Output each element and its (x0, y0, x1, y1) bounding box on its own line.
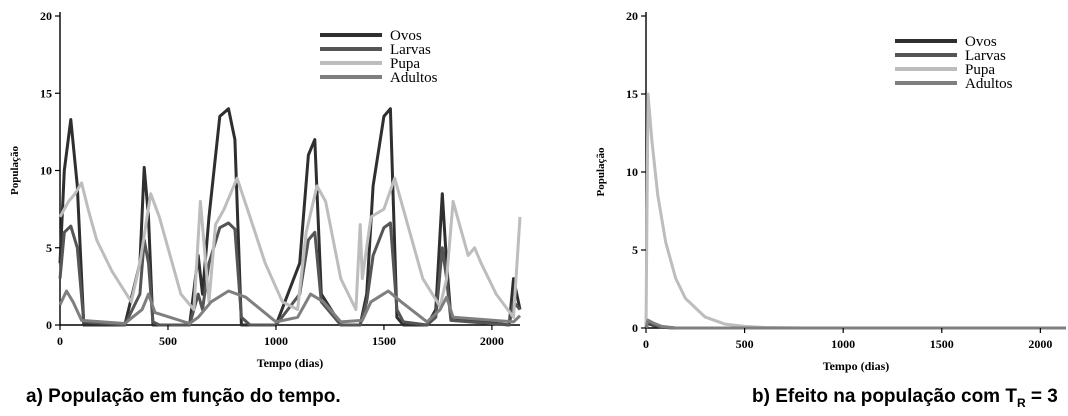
caption-b: b) Efeito na população com TR = 3 (752, 386, 1058, 410)
series-line-adultos (644, 318, 1066, 330)
legend-label-larvas: Larvas (390, 42, 431, 58)
y-tick-label: 15 (40, 86, 52, 100)
legend-label-ovos: Ovos (390, 28, 422, 44)
y-tick-label: 20 (40, 9, 52, 23)
series-line-adultos (58, 289, 522, 325)
legend-label-ovos: Ovos (965, 34, 997, 50)
legend-label-adultos: Adultos (965, 76, 1013, 92)
legend-label-adultos: Adultos (390, 70, 438, 86)
y-tick-label: 5 (46, 241, 52, 255)
y-tick-label: 0 (46, 318, 52, 332)
y-tick-label: 20 (626, 9, 638, 23)
legend-label-pupa: Pupa (390, 56, 420, 72)
x-axis-title: Tempo (dias) (257, 356, 324, 370)
x-tick-label: 2000 (480, 334, 504, 348)
x-tick-label: 500 (736, 337, 754, 351)
y-tick-label: 10 (40, 164, 52, 178)
x-tick-label: 500 (159, 334, 177, 348)
y-tick-label: 5 (632, 243, 638, 257)
chart-panel-b: 0 5 10 15 20 0 500 1000 1500 2000 Tempo (dias) Popu… (595, 9, 1066, 373)
x-tick-label: 0 (57, 334, 63, 348)
y-tick-label: 15 (626, 87, 638, 101)
series-line-pupa (58, 176, 522, 319)
x-tick-label: 1500 (930, 337, 954, 351)
x-tick-label: 1000 (831, 337, 855, 351)
x-tick-label: 1000 (264, 334, 288, 348)
chart-panel-a: 0 5 10 15 20 0 500 1000 1500 2000 Tempo (dias) Popu… (9, 9, 522, 370)
x-tick-label: 2000 (1028, 337, 1052, 351)
y-tick-label: 10 (626, 165, 638, 179)
y-axis-title: População (9, 146, 21, 195)
series-line-pupa (644, 92, 1066, 330)
y-tick-label: 0 (632, 321, 638, 335)
y-axis-title: População (595, 147, 607, 196)
legend-label-larvas: Larvas (965, 48, 1006, 64)
x-tick-label: 0 (643, 337, 649, 351)
x-tick-label: 1500 (372, 334, 396, 348)
caption-a: a) População em função do tempo. (26, 386, 341, 407)
x-axis-title: Tempo (dias) (823, 359, 890, 373)
legend-label-pupa: Pupa (965, 62, 995, 78)
